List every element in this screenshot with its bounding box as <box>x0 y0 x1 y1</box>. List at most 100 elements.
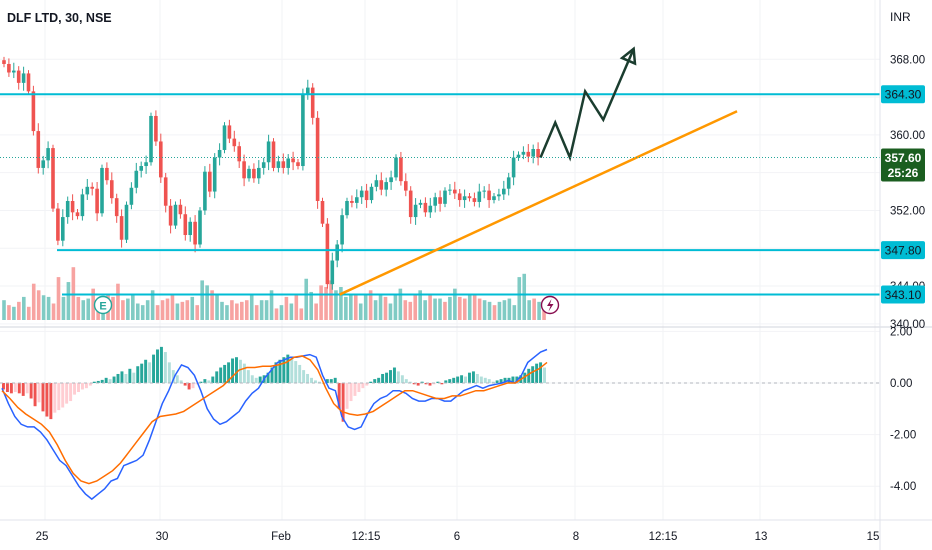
volume-bar <box>26 306 31 320</box>
macd-hist-bar <box>246 370 250 383</box>
candle-body <box>212 157 217 192</box>
price-axis-ticks[interactable]: 340.00344.00348.00352.00356.00360.00364.… <box>890 54 925 331</box>
level-tag-value: 347.80 <box>885 244 922 258</box>
candle-body <box>408 190 413 218</box>
candle-body <box>85 186 90 195</box>
macd-hist-bar <box>385 372 389 383</box>
volume-bar <box>443 301 447 320</box>
time-axis-ticks[interactable]: 25 30 Feb 12:15 6 8 12:15 13 15 <box>36 531 880 543</box>
volume-bar <box>135 303 140 320</box>
macd-hist-bar <box>333 377 337 383</box>
level-tag-value: 343.10 <box>885 288 922 302</box>
macd-hist-bar <box>329 379 333 383</box>
level-tag-bg <box>881 285 925 304</box>
macd-hist-bar <box>389 370 392 383</box>
volume-bar <box>36 290 41 320</box>
volume-bar <box>487 301 492 320</box>
candle-body <box>56 208 60 241</box>
candle-body <box>242 161 246 179</box>
macd-hist-bar <box>325 379 329 383</box>
trend-line[interactable] <box>339 110 738 296</box>
candle-body <box>80 194 85 217</box>
candle-body <box>173 204 178 226</box>
macd-hist-bar <box>400 375 404 383</box>
volume-bar <box>76 296 81 320</box>
candle-body <box>129 187 134 205</box>
candle-body <box>114 198 119 217</box>
macd-hist-bar <box>444 380 448 383</box>
macd-hist-bar <box>373 379 377 383</box>
candle-body <box>345 201 349 216</box>
macd-hist-bar <box>317 381 321 383</box>
candle-body <box>281 161 286 168</box>
time-tick-label: 6 <box>454 531 460 543</box>
macd-hist-bar <box>464 376 468 383</box>
volume-bar <box>254 305 259 320</box>
macd-hist-bar <box>357 383 361 393</box>
volume-bar <box>230 300 234 320</box>
volume-bar <box>66 282 71 320</box>
candle-body <box>149 115 153 163</box>
macd-hist-bar <box>73 383 77 395</box>
macd-hist-bar <box>207 380 211 383</box>
candle-body <box>51 148 55 209</box>
macd-hist-bar <box>298 364 302 383</box>
candle-body <box>536 149 540 158</box>
macd-hist-bar <box>219 367 223 383</box>
candle-body <box>413 204 418 218</box>
horizontal-levels[interactable] <box>0 93 880 296</box>
volume-bar <box>319 285 323 320</box>
macd-hist-bar <box>33 383 37 407</box>
macd-hist-bar <box>96 380 100 383</box>
macd-hist-bar <box>100 379 104 383</box>
earnings-icon[interactable]: E <box>93 295 113 315</box>
volume-bar <box>205 285 209 320</box>
macd-hist-bar <box>112 376 116 383</box>
signal-line <box>1 355 548 485</box>
volume-bar <box>438 298 442 320</box>
macd-hist-bar <box>183 383 187 386</box>
candle-body <box>477 191 482 202</box>
macd-hist-bar <box>132 372 136 383</box>
macd-hist-bar <box>483 377 487 383</box>
volume-bar <box>240 301 244 320</box>
projection-path[interactable] <box>539 48 635 162</box>
volume-bar <box>126 298 130 320</box>
volume-bar <box>393 293 398 320</box>
macd-hist-bar <box>80 383 84 390</box>
candle-body <box>291 158 295 163</box>
volume-bar <box>279 305 284 320</box>
volume-bar <box>284 296 289 320</box>
macd-hist-bar <box>104 377 108 383</box>
candle-body <box>453 189 457 194</box>
macd-hist-bar <box>452 377 456 383</box>
volume-bar <box>86 298 91 320</box>
candle-body <box>183 214 188 236</box>
candle-body <box>330 260 335 285</box>
volume-bar <box>448 296 452 320</box>
volume-bar <box>269 290 274 320</box>
candle-body <box>70 201 75 213</box>
time-tick-label: 25 <box>36 531 49 543</box>
price-tick-label: 340.00 <box>890 319 925 331</box>
candle-body <box>193 221 197 245</box>
macd-hist-bar <box>531 366 535 383</box>
volume-bar <box>537 301 541 320</box>
volume-bar <box>12 306 16 320</box>
volume-bar <box>383 296 388 320</box>
macd-hist-bar <box>535 363 539 383</box>
volume-bar <box>244 300 249 320</box>
candle-body <box>296 162 300 167</box>
volume-bar <box>155 305 160 320</box>
volume-bar <box>17 301 21 320</box>
candle-body <box>144 162 148 167</box>
macd-hist-bar <box>527 368 531 383</box>
macd-hist-bar <box>13 383 17 393</box>
volume-bar <box>299 308 304 320</box>
candle-body <box>399 157 403 182</box>
macd-hist-bar <box>140 363 144 383</box>
macd-hist-bar <box>310 377 313 383</box>
candle-body <box>46 148 50 161</box>
lightning-event-icon[interactable] <box>540 295 560 315</box>
